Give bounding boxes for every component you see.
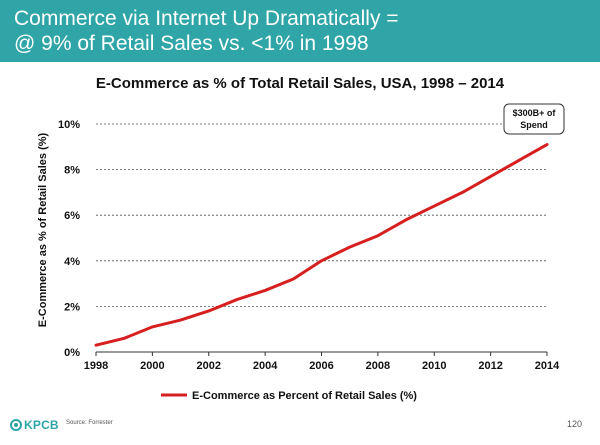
y-tick-label: 0% bbox=[64, 347, 80, 359]
data-point bbox=[94, 343, 98, 347]
y-tick-label: 6% bbox=[64, 210, 80, 222]
data-point bbox=[517, 159, 521, 162]
x-tick-label: 2014 bbox=[535, 360, 560, 372]
annotation-box bbox=[503, 103, 565, 135]
data-point bbox=[545, 143, 549, 146]
data-point bbox=[122, 337, 126, 340]
slide-title: Commerce via Internet Up Dramatically = … bbox=[14, 6, 594, 56]
x-tick-label: 2004 bbox=[253, 360, 278, 372]
data-point bbox=[179, 318, 182, 322]
data-point bbox=[292, 277, 295, 281]
data-point bbox=[235, 298, 239, 301]
data-point bbox=[207, 309, 210, 313]
data-point bbox=[404, 218, 408, 221]
x-tick-label: 2012 bbox=[478, 360, 502, 372]
kpcb-logo-text: KPCB bbox=[24, 418, 59, 432]
y-axis-label: E-Commerce as % of Retail Sales (%) bbox=[37, 132, 49, 327]
data-point bbox=[489, 175, 492, 178]
data-point bbox=[348, 245, 351, 249]
x-tick-label: 2006 bbox=[309, 360, 333, 372]
data-point bbox=[263, 289, 267, 292]
slide-title-line-2: @ 9% of Retail Sales vs. <1% in 1998 bbox=[14, 32, 369, 55]
legend-label: E-Commerce as Percent of Retail Sales (%… bbox=[192, 390, 417, 402]
chart-title: E-Commerce as % of Total Retail Sales, U… bbox=[95, 75, 505, 92]
slide-header: Commerce via Internet Up Dramatically = … bbox=[0, 0, 600, 62]
slide-title-line-1: Commerce via Internet Up Dramatically = bbox=[14, 7, 399, 30]
data-point bbox=[433, 204, 436, 208]
data-point bbox=[461, 191, 464, 194]
source-note: Source: Forrester bbox=[66, 420, 113, 426]
series-points bbox=[94, 143, 549, 347]
annotation-line-1: $300B+ of bbox=[513, 108, 557, 118]
y-tick-labels: 0% 2% 4% 6% 8% 10% bbox=[58, 119, 80, 359]
annotation-callout: $300B+ of Spend bbox=[503, 103, 565, 135]
page-number: 120 bbox=[566, 419, 582, 429]
x-tick-label: 1998 bbox=[84, 360, 108, 372]
x-tick-label: 2008 bbox=[366, 360, 390, 372]
y-tick-label: 10% bbox=[58, 119, 80, 131]
grid-lines bbox=[96, 123, 547, 307]
axes bbox=[95, 351, 548, 356]
data-point bbox=[151, 325, 154, 329]
y-tick-label: 2% bbox=[64, 301, 80, 313]
data-point bbox=[376, 234, 380, 237]
x-tick-label: 2002 bbox=[197, 360, 221, 372]
x-tick-label: 2000 bbox=[140, 360, 164, 372]
kpcb-logo: KPCB bbox=[10, 418, 59, 432]
legend: E-Commerce as Percent of Retail Sales (%… bbox=[161, 390, 417, 402]
x-tick-label: 2010 bbox=[422, 360, 446, 372]
series-line bbox=[94, 143, 549, 347]
data-point bbox=[320, 259, 323, 262]
x-tick-labels: 1998 2000 2002 2004 2006 2008 2010 2012 2014 bbox=[84, 360, 560, 372]
y-tick-label: 4% bbox=[64, 256, 80, 268]
annotation-line-2: Spend bbox=[520, 120, 548, 130]
kpcb-logo-icon bbox=[10, 419, 22, 431]
y-tick-label: 8% bbox=[64, 165, 80, 177]
